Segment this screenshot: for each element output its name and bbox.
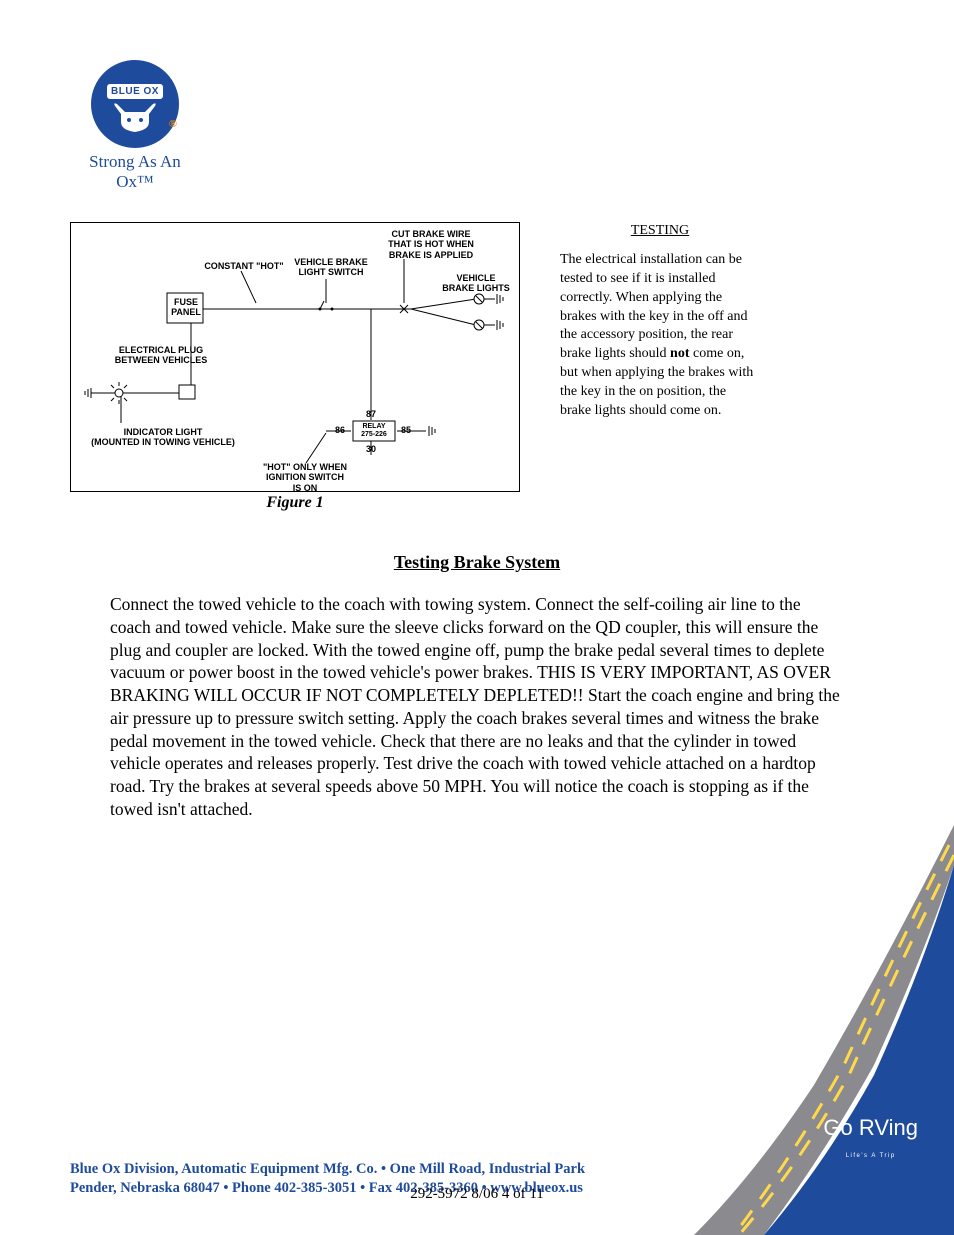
section-title: Testing Brake System bbox=[70, 552, 884, 573]
diagram-label-elec-plug: ELECTRICAL PLUGBETWEEN VEHICLES bbox=[101, 345, 221, 366]
logo-tagline: Strong As An Ox™ bbox=[70, 152, 200, 192]
diagram-label-cutwire: CUT BRAKE WIRETHAT IS HOT WHENBRAKE IS A… bbox=[371, 229, 491, 260]
diagram-label-relay: RELAY275-226 bbox=[355, 423, 393, 439]
logo-brand-text: BLUE OX bbox=[107, 84, 163, 99]
diagram-label-indicator: INDICATOR LIGHT(MOUNTED IN TOWING VEHICL… bbox=[73, 427, 253, 448]
figure-caption: Figure 1 bbox=[70, 494, 520, 512]
diagram-label-hot-only: "HOT" ONLY WHENIGNITION SWITCHIS ON bbox=[250, 462, 360, 493]
figure-1: CUT BRAKE WIRETHAT IS HOT WHENBRAKE IS A… bbox=[70, 222, 520, 512]
diagram-pin-86: 86 bbox=[335, 425, 345, 435]
diagram-pin-30: 30 bbox=[366, 444, 376, 454]
body-paragraph: Connect the towed vehicle to the coach w… bbox=[70, 593, 884, 821]
registered-mark: ® bbox=[169, 118, 177, 130]
logo-circle: BLUE OX ® bbox=[91, 60, 179, 148]
diagram-label-constant-hot: CONSTANT "HOT" bbox=[199, 261, 289, 271]
wiring-diagram: CUT BRAKE WIRETHAT IS HOT WHENBRAKE IS A… bbox=[70, 222, 520, 492]
diagram-label-fuse-panel: FUSEPANEL bbox=[169, 297, 203, 318]
diagram-label-brake-lights: VEHICLEBRAKE LIGHTS bbox=[441, 273, 511, 294]
go-rving-main: Go RVing bbox=[823, 1115, 918, 1140]
ox-head-icon bbox=[111, 102, 159, 134]
testing-paragraph: The electrical installation can be teste… bbox=[560, 251, 760, 421]
go-rving-logo: Go RVing Life's A Trip bbox=[823, 1117, 918, 1161]
diagram-label-brake-switch: VEHICLE BRAKELIGHT SWITCH bbox=[291, 257, 371, 278]
road-art bbox=[694, 825, 954, 1235]
footer-page-number: 292-5972 8/06 4 of 11 bbox=[327, 1186, 627, 1203]
footer-line-1: Blue Ox Division, Automatic Equipment Mf… bbox=[70, 1160, 690, 1180]
brand-logo: BLUE OX ® Strong As An Ox™ bbox=[70, 60, 200, 192]
diagram-pin-87: 87 bbox=[366, 409, 376, 419]
testing-heading: TESTING bbox=[560, 222, 760, 241]
diagram-pin-85: 85 bbox=[401, 425, 411, 435]
testing-sidebar: TESTING The electrical installation can … bbox=[560, 222, 760, 421]
go-rving-sub: Life's A Trip bbox=[846, 1153, 896, 1159]
